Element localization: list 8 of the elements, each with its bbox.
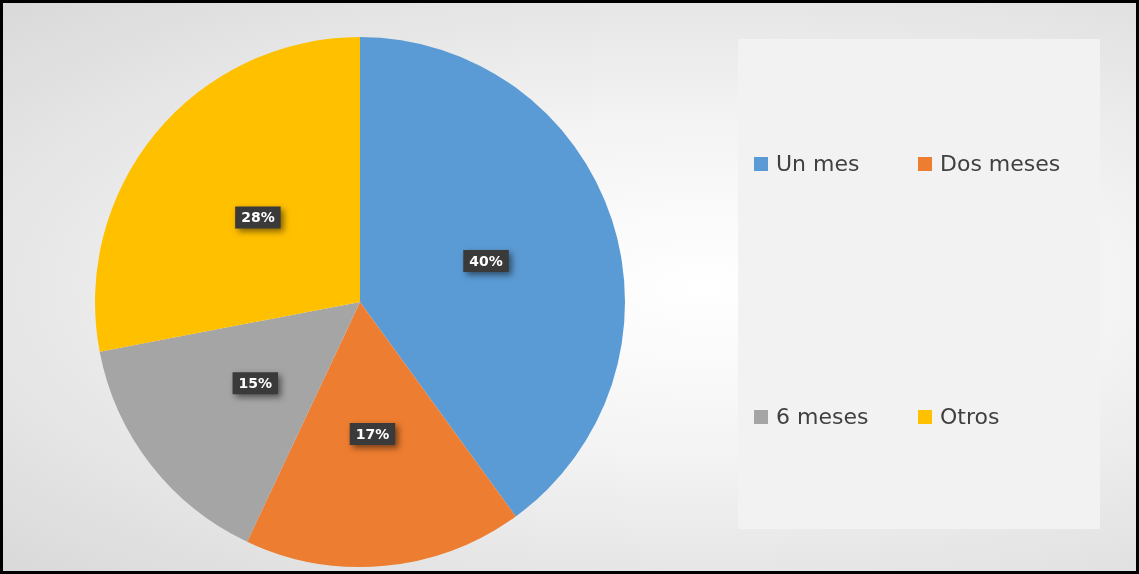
data-label: 28%	[241, 209, 275, 226]
legend-label: 6 meses	[775, 403, 870, 429]
data-label: 40%	[469, 252, 503, 269]
legend-label: Dos meses	[939, 151, 1062, 178]
data-label: 17%	[355, 425, 390, 442]
legend-label: Otros	[939, 403, 1001, 429]
data-label: 15%	[238, 374, 273, 391]
legend-label: Un mes	[775, 151, 861, 178]
